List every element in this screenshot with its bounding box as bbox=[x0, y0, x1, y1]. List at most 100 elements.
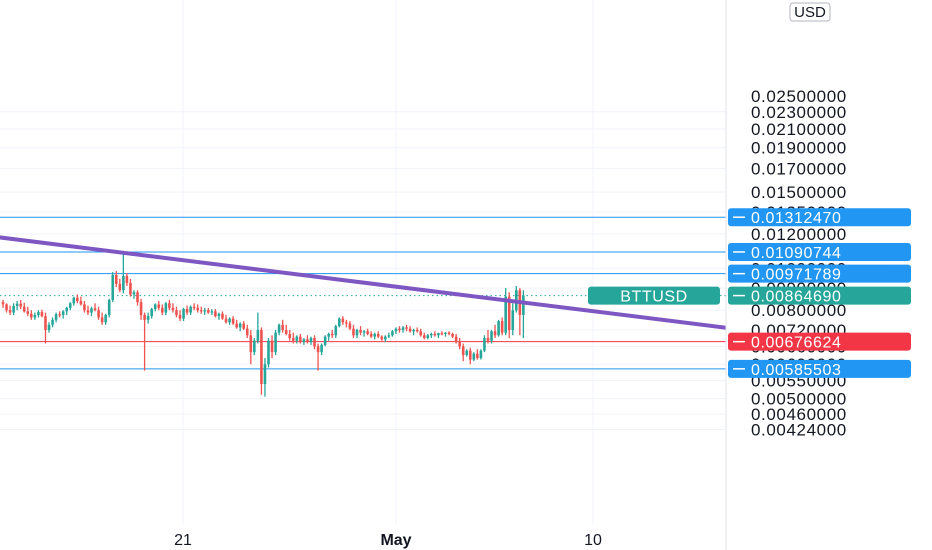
time-axis-labels: 21 May 10 bbox=[174, 532, 602, 549]
candle bbox=[352, 324, 355, 338]
candle-body bbox=[132, 292, 136, 295]
candle-body bbox=[465, 350, 469, 356]
candle-body bbox=[376, 333, 380, 337]
candle-body bbox=[419, 331, 423, 336]
trendline[interactable] bbox=[0, 235, 862, 347]
candle-body bbox=[214, 311, 217, 317]
candle-body bbox=[249, 335, 253, 353]
candle-body bbox=[161, 307, 164, 313]
candle-body bbox=[511, 310, 515, 330]
candle bbox=[415, 327, 419, 333]
last-price-tag bbox=[728, 286, 911, 305]
candle-body bbox=[384, 336, 387, 340]
candle-body bbox=[175, 310, 178, 315]
candle-body bbox=[189, 306, 192, 313]
candle bbox=[408, 326, 412, 333]
candle-body bbox=[111, 274, 115, 300]
candle bbox=[146, 312, 150, 324]
candle-body bbox=[171, 307, 175, 311]
candle bbox=[168, 299, 171, 311]
candle-body bbox=[522, 295, 525, 315]
candle-body bbox=[114, 274, 118, 284]
candle-body bbox=[440, 333, 444, 335]
candle-body bbox=[468, 350, 472, 360]
y-tick-label: 0.01900000 bbox=[751, 139, 847, 158]
candle-body bbox=[447, 332, 451, 334]
candle bbox=[288, 329, 292, 341]
candle-body bbox=[150, 309, 153, 317]
candle-body bbox=[437, 333, 440, 336]
candle-body bbox=[316, 346, 320, 353]
candle bbox=[373, 332, 376, 340]
price-tag-label: 0.00676624 bbox=[751, 335, 842, 352]
candle-body bbox=[185, 309, 189, 313]
candle bbox=[192, 303, 196, 311]
currency-selector[interactable]: USD bbox=[789, 2, 831, 22]
grid bbox=[0, 0, 726, 525]
candle bbox=[522, 290, 525, 338]
candle-body bbox=[129, 282, 132, 295]
candle-body bbox=[345, 322, 348, 324]
candle bbox=[61, 310, 65, 319]
candle bbox=[199, 306, 203, 314]
candle bbox=[207, 307, 210, 314]
candle bbox=[238, 322, 242, 332]
candle-body bbox=[153, 304, 157, 310]
y-tick-label: 0.01700000 bbox=[751, 160, 847, 179]
candle bbox=[182, 307, 185, 322]
candle-body bbox=[76, 297, 79, 302]
x-tick-label: 21 bbox=[174, 532, 192, 549]
candle-body bbox=[373, 333, 376, 337]
candle-body bbox=[231, 318, 235, 324]
candle-body bbox=[207, 310, 210, 313]
candle-body bbox=[26, 311, 30, 314]
candle-body bbox=[54, 314, 58, 320]
candle-body bbox=[22, 306, 26, 312]
candle-body bbox=[107, 299, 111, 315]
candle bbox=[161, 304, 164, 315]
candle bbox=[518, 288, 522, 336]
price-tag bbox=[728, 264, 911, 283]
candle-body bbox=[320, 344, 323, 353]
candle-body bbox=[401, 327, 405, 330]
candle bbox=[90, 306, 93, 317]
candle-body bbox=[58, 314, 61, 316]
candle bbox=[327, 332, 330, 341]
candle bbox=[210, 309, 214, 315]
candle bbox=[440, 331, 444, 336]
candle bbox=[221, 311, 224, 320]
candle bbox=[302, 337, 306, 345]
candle-body bbox=[210, 311, 214, 313]
candle-body bbox=[309, 337, 313, 343]
trendline-layer[interactable] bbox=[0, 235, 862, 347]
candle bbox=[345, 319, 348, 328]
candle bbox=[203, 307, 207, 315]
x-tick-label: May bbox=[380, 532, 411, 549]
candle bbox=[284, 324, 288, 336]
candle-body bbox=[143, 314, 146, 320]
candle-body bbox=[61, 311, 65, 315]
candle bbox=[242, 321, 246, 330]
candle bbox=[143, 312, 146, 371]
candle-body bbox=[291, 337, 295, 341]
candle bbox=[334, 324, 338, 338]
candle bbox=[493, 324, 497, 338]
candle bbox=[196, 304, 199, 313]
candle bbox=[454, 333, 458, 344]
y-tick-label: 0.02100000 bbox=[751, 120, 847, 139]
y-tick-label: 0.00460000 bbox=[751, 405, 847, 424]
candle-body bbox=[104, 314, 107, 323]
candle bbox=[260, 327, 263, 395]
candle bbox=[54, 312, 58, 323]
y-tick-label: 0.01200000 bbox=[751, 225, 847, 244]
candle bbox=[189, 305, 192, 315]
candle-body bbox=[253, 340, 256, 353]
candle bbox=[430, 332, 433, 338]
candle-body bbox=[51, 319, 54, 325]
candle bbox=[355, 328, 359, 338]
candle-body bbox=[30, 313, 33, 318]
price-tags: 0.01312470 0.01090744 0.00971789 0.00676624… bbox=[588, 208, 911, 379]
candles bbox=[1, 252, 525, 397]
x-tick-label: 10 bbox=[584, 532, 602, 549]
